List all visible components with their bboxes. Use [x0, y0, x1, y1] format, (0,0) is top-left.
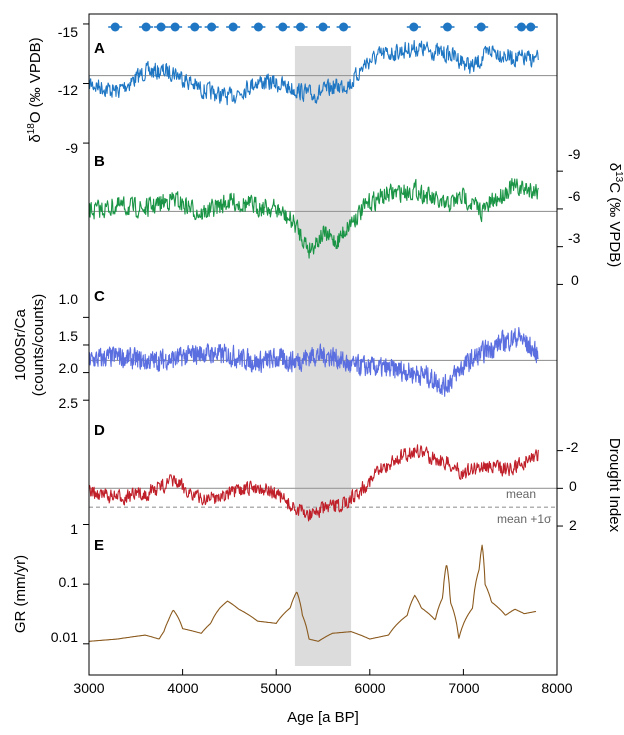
plot-frame: [88, 13, 558, 676]
y-label-c-line2: (counts/counts): [30, 294, 47, 397]
y-tick-label-b: -3: [568, 230, 581, 246]
x-tick-label: 3000: [73, 680, 104, 696]
y-label-b-superscript: 13: [613, 171, 624, 183]
y-label-a-part1: δ: [27, 134, 44, 142]
x-axis-label: Age [a BP]: [287, 709, 359, 726]
y-tick-label-e: 1: [70, 521, 78, 537]
y-axis-d: -2 0 2 Drought Index: [566, 438, 623, 533]
y-axis-c: 1.0 1.5 2.0 2.5 1000Sr/Ca(counts/counts): [12, 291, 78, 411]
x-axis: 3000 4000 5000 6000 7000 8000 Age [a BP]: [73, 680, 572, 726]
panel-letter-d: D: [94, 422, 105, 439]
y-axis-label-a: δ18O (‰ VPDB): [26, 37, 44, 142]
y-tick-label-c: 2.0: [59, 360, 79, 376]
y-label-a-part2: O (‰ VPDB): [27, 37, 44, 123]
series-line-e: [89, 544, 537, 642]
sigma-label: mean +1σ: [497, 512, 552, 526]
y-tick-label-d: 0: [569, 478, 577, 494]
y-axis-b: -9 -6 -3 0 δ13C (‰ VPDB): [568, 146, 624, 288]
y-tick-label-c: 1.0: [59, 291, 79, 307]
series-line-b: [88, 178, 539, 259]
y-tick-label-d: -2: [566, 439, 579, 455]
y-tick-label-c: 2.5: [59, 395, 79, 411]
y-label-b-part1: δ: [606, 163, 623, 171]
x-tick-label: 8000: [541, 680, 572, 696]
x-tick-label: 5000: [260, 680, 291, 696]
y-axis-a: -15 -12 -9 δ18O (‰ VPDB): [26, 24, 78, 156]
y-axis-label-b: δ13C (‰ VPDB): [606, 163, 624, 268]
y-tick-label-b: -9: [568, 146, 581, 162]
series-line-d: [88, 444, 539, 522]
panel-letter-a: A: [94, 40, 105, 57]
y-tick-label-b: -6: [568, 188, 581, 204]
y-tick-label-b: 0: [571, 272, 579, 288]
panel-letters: A B C D E: [94, 40, 105, 554]
panel-letter-b: B: [94, 153, 105, 170]
y-label-a-superscript: 18: [26, 123, 37, 135]
y-label-c-line1: 1000Sr/Ca: [12, 308, 29, 380]
x-tick-label: 6000: [354, 680, 385, 696]
panel-letter-c: C: [94, 288, 105, 305]
y-axis-e: 0.01 0.1 1 GR (mm/yr): [12, 521, 78, 645]
y-tick-label-e: 0.1: [59, 574, 79, 590]
y-axis-label-d: Drought Index: [606, 438, 623, 533]
y-axis-label-e: GR (mm/yr): [12, 555, 29, 633]
y-tick-label-a: -12: [58, 82, 78, 98]
series-line-a: [88, 39, 539, 106]
x-tick-label: 4000: [167, 680, 198, 696]
y-label-b-part2: C (‰ VPDB): [606, 182, 623, 267]
y-tick-label-e: 0.01: [51, 629, 78, 645]
y-tick-label-a: -15: [58, 24, 78, 40]
y-tick-label-c: 1.5: [59, 328, 79, 344]
y-tick-label-d: 2: [569, 517, 577, 533]
y-axis-label-c: 1000Sr/Ca(counts/counts): [12, 294, 47, 397]
y-tick-label-a: -9: [66, 140, 79, 156]
panel-letter-e: E: [94, 537, 104, 554]
chart-marks: [83, 22, 563, 675]
series-line-c: [88, 326, 539, 397]
x-tick-label: 7000: [448, 680, 479, 696]
mean-label: mean: [506, 487, 536, 501]
